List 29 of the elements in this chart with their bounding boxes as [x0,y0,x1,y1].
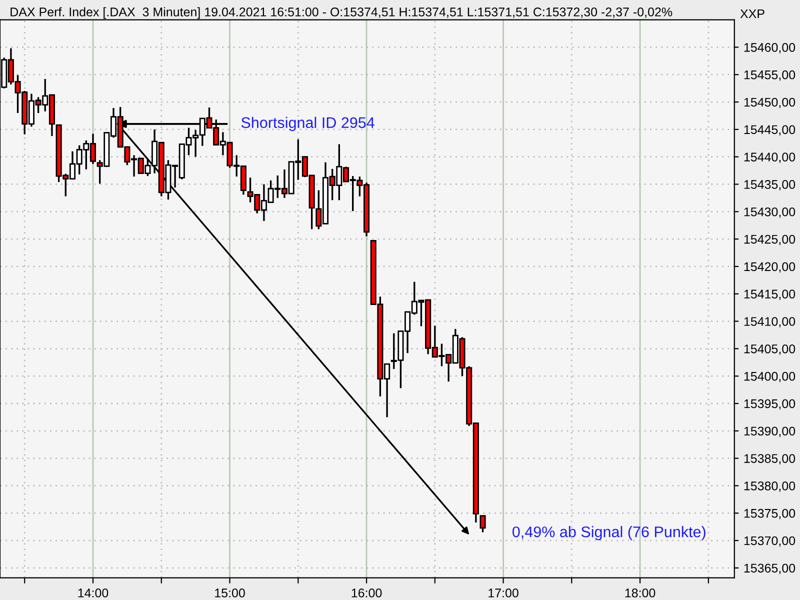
y-tick-label: 15430,00 [744,207,796,218]
y-axis-title: XXP [740,9,764,18]
annotation: 0,49% ab Signal (76 Punkte) [512,526,706,540]
y-tick-label: 15460,00 [744,43,796,54]
y-tick-label: 15390,00 [744,426,796,438]
x-tick-label: 18:00 [625,588,656,598]
x-tick-label: 14:00 [78,588,108,598]
y-tick-label: 15375,00 [744,508,796,520]
y-tick-label: 15445,00 [744,125,796,136]
x-tick-label: 15:00 [215,588,245,598]
chart-title: DAX Perf. Index [.DAX 3 Minuten] 19.04.2021 16:51:00 - O:15374,51 H:15374,51 L:15371,51 C:15372,30 -2,37 -0,02% [10,7,672,19]
y-tick-label: 15380,00 [744,482,796,492]
y-tick-label: 15455,00 [744,70,796,81]
y-tick-label: 15400,00 [744,372,796,382]
y-tick-label: 15435,00 [744,180,796,190]
y-tick-label: 15385,00 [744,454,796,464]
y-tick-label: 15425,00 [744,234,796,246]
y-tick-label: 15420,00 [744,262,796,273]
annotation: Shortsignal ID 2954 [241,116,374,132]
x-tick-label: 17:00 [488,588,518,598]
y-tick-label: 15415,00 [744,290,796,300]
y-tick-label: 15395,00 [744,399,796,410]
y-tick-label: 15405,00 [744,344,796,355]
x-tick-label: 16:00 [352,588,382,598]
y-tick-label: 15450,00 [744,98,796,108]
y-tick-label: 15440,00 [744,152,796,163]
y-tick-label: 15365,00 [744,564,796,574]
y-tick-label: 15410,00 [744,317,796,328]
y-tick-label: 15370,00 [744,536,796,547]
